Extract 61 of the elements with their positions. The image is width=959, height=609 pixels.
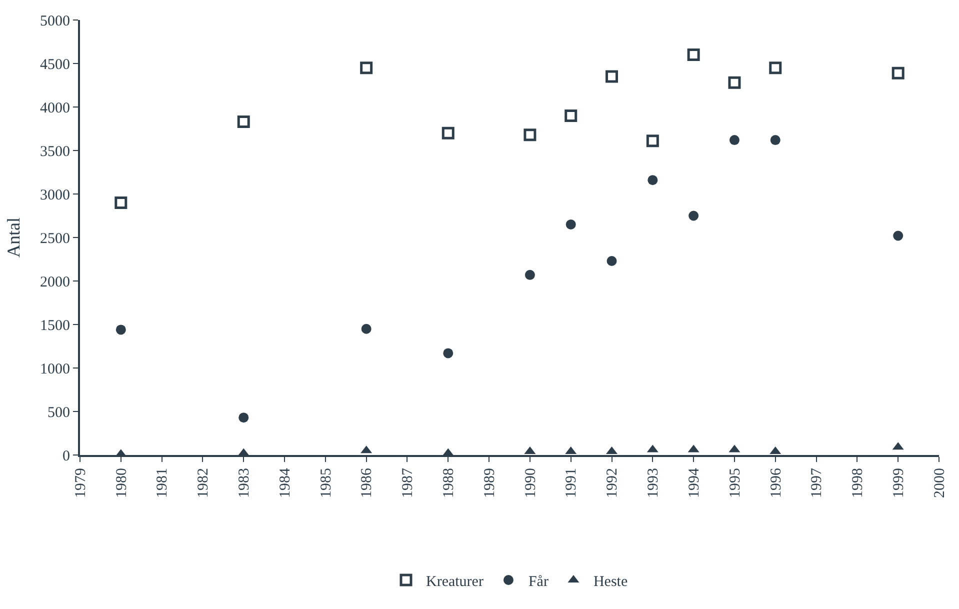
x-tick-label: 1996 xyxy=(768,468,784,498)
point xyxy=(648,175,658,186)
x-tick-label: 1997 xyxy=(809,468,826,498)
point xyxy=(114,196,128,209)
y-tick-label: 1500 xyxy=(40,318,70,334)
x-tick-label: 1980 xyxy=(114,468,130,498)
x-tick-label: 1984 xyxy=(277,468,294,498)
x-tick-label: 1986 xyxy=(359,468,376,498)
point xyxy=(524,270,535,280)
y-tick-label: 4000 xyxy=(40,100,70,116)
point xyxy=(892,66,904,80)
x-tick-label: 1994 xyxy=(686,468,702,498)
point xyxy=(688,210,699,221)
x-tick-label: 1999 xyxy=(890,468,907,498)
point xyxy=(770,135,780,146)
x-tick-label: 2000 xyxy=(932,468,948,498)
y-tick-label: 1000 xyxy=(40,361,70,378)
point xyxy=(728,76,741,89)
point xyxy=(238,412,249,423)
point xyxy=(606,256,617,266)
x-tick-label: 1987 xyxy=(400,468,416,498)
legend-label: Får xyxy=(528,574,548,590)
point xyxy=(116,324,126,335)
point xyxy=(442,126,454,140)
point xyxy=(687,48,700,62)
point xyxy=(606,70,618,83)
x-tick-label: 1981 xyxy=(154,468,171,498)
point xyxy=(566,219,576,230)
point xyxy=(360,62,373,74)
legend-label: Kreaturer xyxy=(426,574,484,590)
y-tick-label: 5000 xyxy=(40,13,70,30)
point xyxy=(361,324,372,334)
y-tick-label: 3000 xyxy=(40,187,70,204)
y-tick-label: 3500 xyxy=(40,144,70,160)
point xyxy=(646,134,659,148)
point xyxy=(729,135,740,146)
x-tick-label: 1989 xyxy=(482,468,498,498)
legend-label: Heste xyxy=(593,574,628,590)
y-tick-label: 0 xyxy=(62,448,70,464)
x-tick-label: 1983 xyxy=(236,468,252,498)
x-tick-label: 1982 xyxy=(196,468,212,498)
x-tick-label: 1979 xyxy=(72,468,89,498)
x-tick-label: 1998 xyxy=(850,468,866,498)
point xyxy=(237,116,250,128)
x-tick-label: 1990 xyxy=(522,468,539,498)
point xyxy=(524,128,536,142)
y-axis-title: Antal xyxy=(4,218,24,258)
point xyxy=(564,109,578,122)
point xyxy=(893,230,904,241)
x-tick-label: 1992 xyxy=(604,468,621,498)
y-tick-label: 4500 xyxy=(40,56,70,73)
y-tick-label: 500 xyxy=(48,404,70,421)
point xyxy=(443,348,454,358)
y-tick-label: 2000 xyxy=(40,274,70,290)
x-tick-label: 1993 xyxy=(646,468,662,498)
y-tick-label: 2500 xyxy=(40,230,70,247)
x-tick-label: 1995 xyxy=(727,468,744,498)
x-tick-label: 1988 xyxy=(441,468,458,498)
x-tick-label: 1991 xyxy=(564,468,580,498)
x-tick-label: 1985 xyxy=(318,468,334,498)
point xyxy=(769,62,782,74)
